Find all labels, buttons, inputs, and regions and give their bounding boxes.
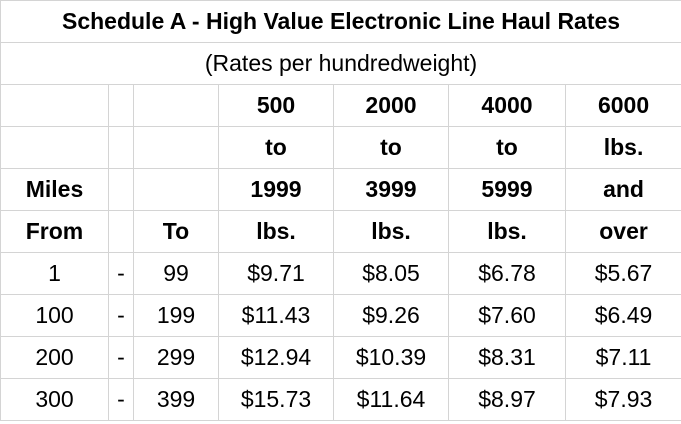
header-cell: 3999 xyxy=(333,168,449,211)
data-cell: $9.26 xyxy=(333,294,449,337)
data-row: 300-399 $15.73 $11.64 $8.97 $7.93 xyxy=(0,378,681,421)
data-row: 100-199 $11.43 $9.26 $7.60 $6.49 xyxy=(0,294,681,337)
header-cell: lbs. xyxy=(218,210,334,253)
data-row: 200-299 $12.94 $10.39 $8.31 $7.11 xyxy=(0,336,681,379)
header-cell xyxy=(108,84,134,127)
header-cell: 2000 xyxy=(333,84,449,127)
header-cell: to xyxy=(448,126,566,169)
data-cell: 99 xyxy=(133,252,219,295)
data-cell: $9.71 xyxy=(218,252,334,295)
header-cell: 1999 xyxy=(218,168,334,211)
header-row: 500 2000 4000 6000 xyxy=(0,84,681,127)
header-row: From To lbs. lbs. lbs. over xyxy=(0,210,681,253)
data-cell: - xyxy=(108,294,134,337)
header-cell xyxy=(108,126,134,169)
subtitle-row: (Rates per hundredweight) xyxy=(0,42,681,85)
data-cell: $7.11 xyxy=(564,336,681,379)
data-cell: $15.73 xyxy=(218,378,334,421)
header-cell: to xyxy=(218,126,334,169)
header-cell xyxy=(133,168,219,211)
header-cell xyxy=(108,210,134,253)
header-cell: From xyxy=(0,210,109,253)
data-cell: $8.05 xyxy=(333,252,449,295)
data-cell: $12.94 xyxy=(218,336,334,379)
header-cell: To xyxy=(133,210,219,253)
header-cell: to xyxy=(333,126,449,169)
data-cell: $11.43 xyxy=(218,294,334,337)
header-cell xyxy=(133,126,219,169)
table-title: Schedule A - High Value Electronic Line … xyxy=(0,0,681,43)
data-cell: $6.49 xyxy=(564,294,681,337)
header-row: Miles 1999 3999 5999 and xyxy=(0,168,681,211)
header-cell: 500 xyxy=(218,84,334,127)
title-row: Schedule A - High Value Electronic Line … xyxy=(0,0,681,43)
data-cell: 200 xyxy=(0,336,109,379)
data-cell: $6.78 xyxy=(448,252,566,295)
header-cell: over xyxy=(564,210,681,253)
header-cell: Miles xyxy=(0,168,109,211)
data-cell: 300 xyxy=(0,378,109,421)
header-cell xyxy=(0,126,109,169)
data-cell: $8.31 xyxy=(448,336,566,379)
header-row: to to to lbs. xyxy=(0,126,681,169)
data-cell: $10.39 xyxy=(333,336,449,379)
data-cell: $7.93 xyxy=(564,378,681,421)
data-cell: $11.64 xyxy=(333,378,449,421)
data-cell: 299 xyxy=(133,336,219,379)
data-cell: 399 xyxy=(133,378,219,421)
header-cell: lbs. xyxy=(333,210,449,253)
data-cell: 1 xyxy=(0,252,109,295)
data-cell: 199 xyxy=(133,294,219,337)
data-cell: - xyxy=(108,378,134,421)
header-cell xyxy=(0,84,109,127)
data-cell: - xyxy=(108,336,134,379)
data-row: 1-99 $9.71 $8.05 $6.78 $5.67 xyxy=(0,252,681,295)
data-cell: $5.67 xyxy=(564,252,681,295)
data-cell: $8.97 xyxy=(448,378,566,421)
header-cell: 6000 xyxy=(564,84,681,127)
header-cell: lbs. xyxy=(448,210,566,253)
data-cell: $7.60 xyxy=(448,294,566,337)
header-cell: and xyxy=(564,168,681,211)
header-cell: lbs. xyxy=(564,126,681,169)
table-subtitle: (Rates per hundredweight) xyxy=(0,42,681,85)
data-cell: - xyxy=(108,252,134,295)
header-cell: 4000 xyxy=(448,84,566,127)
header-cell xyxy=(108,168,134,211)
header-cell: 5999 xyxy=(448,168,566,211)
data-cell: 100 xyxy=(0,294,109,337)
header-cell xyxy=(133,84,219,127)
